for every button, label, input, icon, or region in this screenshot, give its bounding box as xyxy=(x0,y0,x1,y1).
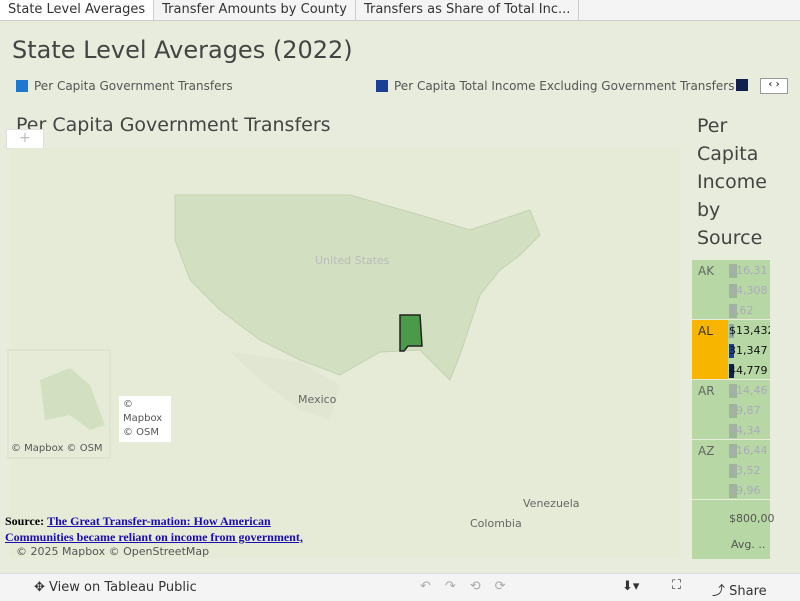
source-note: Source: The Great Transfer-mation: How A… xyxy=(5,513,325,545)
toolbar: ✥ View on Tableau Public ↶↷⟲⟳ ⬇▾ ⛶ ⤴ Sha… xyxy=(0,573,800,601)
footer-label: Avg. .. xyxy=(731,538,766,551)
tab[interactable]: Transfer Amounts by County xyxy=(154,0,356,20)
axis-label: $800,00 xyxy=(729,512,775,525)
alaska-shape xyxy=(40,368,105,430)
legend-label: Per Capita Government Transfers xyxy=(34,79,233,93)
inset-frame xyxy=(7,349,111,459)
us-shape xyxy=(174,194,541,381)
share-button[interactable]: ⤴ Share xyxy=(712,584,767,599)
download-button[interactable]: ⬇▾ xyxy=(622,579,640,594)
tab-bar: State Level Averages Transfer Amounts by… xyxy=(0,0,800,21)
map: United States Mexico Venezuela Colombia xyxy=(7,148,680,558)
dashboard-title: State Level Averages (2022) xyxy=(12,36,353,64)
share-label: Share xyxy=(729,584,767,599)
cell-label: 44,779 xyxy=(729,364,768,377)
bar xyxy=(729,484,737,498)
state-label: AL xyxy=(698,324,713,338)
map-label: United States xyxy=(315,254,390,267)
state-row[interactable]: AL $13,432 31,347 44,779 xyxy=(692,320,770,379)
cell-label: $14,46 xyxy=(729,384,768,397)
state-row[interactable]: AZ $16,44 33,52 49,96 xyxy=(692,440,770,499)
cell-label: $13,432 xyxy=(729,324,770,337)
view-button[interactable]: ✥ View on Tableau Public xyxy=(34,580,197,595)
map-credit: © Mapbox © OSM xyxy=(11,443,103,454)
cell-label: 54,308 xyxy=(729,284,768,297)
selection xyxy=(692,320,728,379)
bar xyxy=(729,264,737,278)
mexico-shape xyxy=(230,352,340,420)
map-credit: © 2025 Mapbox © OpenStreetMap xyxy=(16,545,210,558)
cell-label: 49,96 xyxy=(729,484,761,497)
bar xyxy=(729,404,737,418)
tab[interactable]: State Level Averages xyxy=(0,0,155,20)
state-row[interactable]: AK $16,31 54,308 0,62 xyxy=(692,260,770,319)
bar xyxy=(729,304,737,318)
state-label: AZ xyxy=(698,444,715,458)
source-label: Source: xyxy=(5,514,45,528)
cell-label: 0,62 xyxy=(729,304,754,317)
map-label: Mexico xyxy=(298,393,337,406)
state-label: AK xyxy=(698,264,715,278)
legend-swatch xyxy=(736,79,748,91)
map-title: Per Capita Government Transfers xyxy=(16,114,331,136)
cell-label: $16,31 xyxy=(729,264,768,277)
fullscreen-button[interactable]: ⛶ xyxy=(672,578,682,593)
bar xyxy=(729,464,737,478)
bar xyxy=(729,344,734,358)
alabama[interactable] xyxy=(399,314,423,352)
side-panel: Per Capita Income by Source xyxy=(692,112,770,252)
map-label: Venezuela xyxy=(523,497,580,510)
bar xyxy=(729,444,737,458)
cell-label: 33,52 xyxy=(729,464,761,477)
bar xyxy=(729,364,734,378)
cell-label: 29,87 xyxy=(729,404,761,417)
panel-title: Per Capita Income by Source xyxy=(697,115,767,249)
state-row[interactable]: AR $14,46 29,87 44,34 xyxy=(692,380,770,439)
legend-scroll[interactable]: ‹ › xyxy=(760,78,788,94)
map-label: Colombia xyxy=(470,517,522,530)
view-label: View on Tableau Public xyxy=(49,580,197,595)
bar xyxy=(729,324,734,338)
bar xyxy=(729,284,737,298)
credit-popup: © Mapbox © OSM xyxy=(119,396,171,442)
source-link[interactable]: The Great Transfer-mation: How American … xyxy=(5,514,303,544)
cell-label: 31,347 xyxy=(729,344,768,357)
bar xyxy=(729,424,737,438)
legend-item[interactable]: Per Capita Total Income Excluding Govern… xyxy=(376,79,734,93)
bar xyxy=(729,384,737,398)
undo-redo[interactable]: ↶↷⟲⟳ xyxy=(420,579,520,594)
cell-label: $16,44 xyxy=(729,444,768,457)
tab[interactable]: Transfers as Share of Total Inc... xyxy=(356,0,580,20)
legend-label: Per Capita Total Income Excluding Govern… xyxy=(394,79,735,93)
panel-footer: $800,00 Avg. .. xyxy=(692,500,775,559)
state-label: AR xyxy=(698,384,715,398)
cell-label: 44,34 xyxy=(729,424,761,437)
legend-item[interactable]: Per Capita Government Transfers xyxy=(16,79,233,93)
